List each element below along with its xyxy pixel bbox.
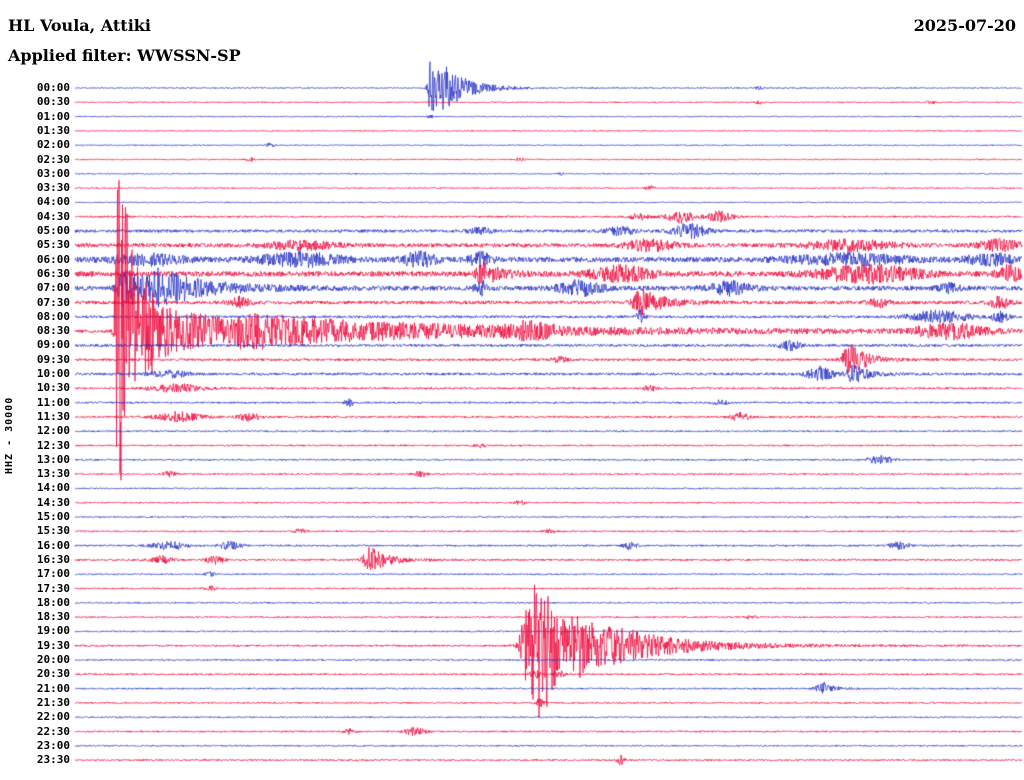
time-label-10-00: 10:00	[36, 367, 70, 380]
time-label-18-30: 18:30	[36, 610, 70, 624]
time-label-18-00: 18:00	[36, 595, 70, 609]
time-label-20-00: 20:00	[36, 653, 70, 666]
time-label-19-00: 19:00	[36, 624, 70, 638]
time-label-00-30: 00:30	[36, 95, 70, 109]
time-label-12-00: 12:00	[36, 424, 70, 438]
time-label-08-00: 08:00	[36, 309, 70, 323]
time-label-14-30: 14:30	[36, 495, 70, 509]
time-label-10-30: 10:30	[36, 381, 70, 395]
time-label-11-30: 11:30	[36, 409, 70, 423]
time-label-05-00: 05:00	[36, 224, 70, 237]
time-label-06-30: 06:30	[36, 266, 70, 280]
time-label-01-00: 01:00	[36, 109, 70, 123]
time-label-21-00: 21:00	[36, 681, 70, 695]
filter-label: Applied filter: WWSSN-SP	[8, 46, 241, 65]
time-label-07-00: 07:00	[36, 281, 70, 295]
time-label-17-00: 17:00	[36, 567, 70, 581]
time-label-13-00: 13:00	[36, 452, 70, 466]
station-title: HL Voula, Attiki	[8, 16, 151, 35]
time-label-07-30: 07:30	[36, 295, 70, 309]
time-label-09-00: 09:00	[36, 338, 70, 352]
time-label-15-00: 15:00	[36, 510, 70, 523]
time-label-06-00: 06:00	[36, 252, 70, 266]
time-label-00-00: 00:00	[36, 81, 70, 94]
time-label-14-00: 14:00	[36, 481, 70, 495]
time-label-23-30: 23:30	[36, 753, 70, 767]
time-label-12-30: 12:30	[36, 438, 70, 452]
time-label-23-00: 23:00	[36, 738, 70, 752]
time-label-21-30: 21:30	[36, 695, 70, 709]
time-label-02-30: 02:30	[36, 152, 70, 166]
time-label-17-30: 17:30	[36, 581, 70, 595]
time-label-11-00: 11:00	[36, 395, 70, 409]
time-label-03-30: 03:30	[36, 181, 70, 195]
time-label-13-30: 13:30	[36, 467, 70, 481]
time-label-04-30: 04:30	[36, 209, 70, 223]
time-label-03-00: 03:00	[36, 166, 70, 180]
time-label-22-00: 22:00	[36, 710, 70, 724]
time-label-09-30: 09:30	[36, 352, 70, 366]
date-label: 2025-07-20	[913, 16, 1016, 35]
time-label-15-30: 15:30	[36, 524, 70, 538]
time-label-20-30: 20:30	[36, 667, 70, 681]
time-label-22-30: 22:30	[36, 724, 70, 738]
time-label-16-30: 16:30	[36, 552, 70, 566]
time-label-05-30: 05:30	[36, 238, 70, 252]
time-label-08-30: 08:30	[36, 324, 70, 338]
time-label-01-30: 01:30	[36, 123, 70, 137]
time-label-19-30: 19:30	[36, 638, 70, 652]
time-label-16-00: 16:00	[36, 538, 70, 552]
time-label-02-00: 02:00	[36, 138, 70, 152]
time-label-04-00: 04:00	[36, 195, 70, 209]
